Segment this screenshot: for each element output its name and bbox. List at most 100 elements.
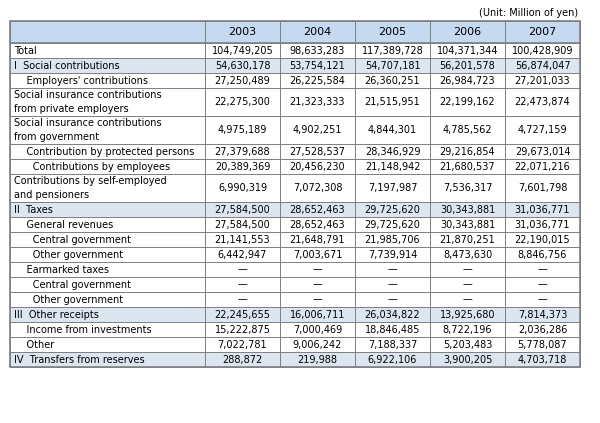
Bar bbox=[355, 202, 430, 217]
Bar bbox=[355, 58, 430, 73]
Text: 56,874,047: 56,874,047 bbox=[515, 60, 571, 71]
Text: 27,584,500: 27,584,500 bbox=[215, 204, 271, 214]
Text: 4,703,718: 4,703,718 bbox=[518, 354, 567, 365]
Text: 22,071,216: 22,071,216 bbox=[515, 162, 571, 171]
Text: 288,872: 288,872 bbox=[223, 354, 263, 365]
Bar bbox=[10, 247, 580, 262]
Text: III  Other receipts: III Other receipts bbox=[14, 310, 99, 319]
Bar bbox=[355, 144, 430, 159]
Bar bbox=[430, 247, 505, 262]
Text: 7,536,317: 7,536,317 bbox=[443, 183, 492, 193]
Bar bbox=[280, 337, 355, 352]
Bar bbox=[205, 144, 280, 159]
Text: 100,428,909: 100,428,909 bbox=[512, 46, 573, 55]
Text: 2007: 2007 bbox=[529, 27, 557, 37]
Bar bbox=[10, 144, 205, 159]
Bar bbox=[10, 73, 205, 88]
Bar bbox=[10, 144, 580, 159]
Text: 7,022,781: 7,022,781 bbox=[218, 340, 268, 349]
Text: 27,379,688: 27,379,688 bbox=[215, 146, 271, 157]
Text: 20,389,369: 20,389,369 bbox=[215, 162, 270, 171]
Text: 27,201,033: 27,201,033 bbox=[515, 75, 571, 85]
Bar bbox=[10, 292, 580, 307]
Bar bbox=[205, 322, 280, 337]
Bar bbox=[205, 247, 280, 262]
Text: 4,844,301: 4,844,301 bbox=[368, 125, 417, 135]
Text: 26,225,584: 26,225,584 bbox=[290, 75, 346, 85]
Bar bbox=[505, 202, 580, 217]
Bar bbox=[10, 159, 205, 174]
Bar bbox=[205, 262, 280, 277]
Text: —: — bbox=[313, 280, 322, 289]
Text: 4,975,189: 4,975,189 bbox=[218, 125, 267, 135]
Bar bbox=[205, 307, 280, 322]
Text: 117,389,728: 117,389,728 bbox=[362, 46, 424, 55]
Bar bbox=[355, 277, 430, 292]
Text: 5,203,483: 5,203,483 bbox=[443, 340, 492, 349]
Text: 27,528,537: 27,528,537 bbox=[290, 146, 346, 157]
Text: 22,245,655: 22,245,655 bbox=[215, 310, 271, 319]
Bar bbox=[430, 43, 505, 58]
Bar bbox=[430, 217, 505, 232]
Text: 2004: 2004 bbox=[304, 27, 332, 37]
Bar bbox=[505, 43, 580, 58]
Bar bbox=[205, 352, 280, 367]
Text: and pensioners: and pensioners bbox=[14, 190, 89, 200]
Text: 7,197,987: 7,197,987 bbox=[368, 183, 417, 193]
Bar bbox=[280, 202, 355, 217]
Bar bbox=[10, 322, 205, 337]
Text: 21,680,537: 21,680,537 bbox=[440, 162, 496, 171]
Bar bbox=[505, 144, 580, 159]
Text: 3,900,205: 3,900,205 bbox=[443, 354, 492, 365]
Text: 27,250,489: 27,250,489 bbox=[215, 75, 271, 85]
Text: 29,673,014: 29,673,014 bbox=[515, 146, 570, 157]
Bar bbox=[505, 21, 580, 43]
Bar bbox=[355, 322, 430, 337]
Bar bbox=[10, 232, 580, 247]
Bar bbox=[355, 116, 430, 144]
Text: 13,925,680: 13,925,680 bbox=[440, 310, 495, 319]
Bar bbox=[355, 88, 430, 116]
Bar bbox=[280, 277, 355, 292]
Bar bbox=[205, 217, 280, 232]
Text: I  Social contributions: I Social contributions bbox=[14, 60, 119, 71]
Text: 20,456,230: 20,456,230 bbox=[290, 162, 346, 171]
Text: 98,633,283: 98,633,283 bbox=[290, 46, 345, 55]
Bar bbox=[280, 174, 355, 202]
Text: from private employers: from private employers bbox=[14, 104, 128, 114]
Text: 104,371,344: 104,371,344 bbox=[437, 46, 498, 55]
Text: —: — bbox=[388, 280, 397, 289]
Text: 7,003,671: 7,003,671 bbox=[293, 250, 342, 259]
Bar bbox=[355, 174, 430, 202]
Text: 30,343,881: 30,343,881 bbox=[440, 204, 495, 214]
Bar bbox=[430, 21, 505, 43]
Bar bbox=[10, 277, 580, 292]
Text: 26,984,723: 26,984,723 bbox=[440, 75, 496, 85]
Text: 21,515,951: 21,515,951 bbox=[365, 97, 421, 107]
Bar bbox=[280, 217, 355, 232]
Bar bbox=[505, 73, 580, 88]
Text: 21,870,251: 21,870,251 bbox=[440, 234, 496, 244]
Bar bbox=[10, 262, 580, 277]
Text: 22,473,874: 22,473,874 bbox=[515, 97, 571, 107]
Bar bbox=[10, 247, 205, 262]
Text: 7,739,914: 7,739,914 bbox=[368, 250, 417, 259]
Text: Central government: Central government bbox=[14, 280, 131, 289]
Bar bbox=[10, 292, 205, 307]
Bar bbox=[355, 337, 430, 352]
Bar bbox=[205, 73, 280, 88]
Text: 7,072,308: 7,072,308 bbox=[293, 183, 342, 193]
Bar bbox=[205, 232, 280, 247]
Bar bbox=[205, 277, 280, 292]
Text: 56,201,578: 56,201,578 bbox=[440, 60, 496, 71]
Bar bbox=[505, 159, 580, 174]
Bar bbox=[280, 21, 355, 43]
Text: 4,727,159: 4,727,159 bbox=[518, 125, 568, 135]
Bar bbox=[505, 58, 580, 73]
Text: 26,360,251: 26,360,251 bbox=[365, 75, 421, 85]
Bar bbox=[10, 88, 205, 116]
Bar bbox=[355, 21, 430, 43]
Text: Other government: Other government bbox=[14, 294, 123, 305]
Bar bbox=[280, 307, 355, 322]
Text: 219,988: 219,988 bbox=[298, 354, 337, 365]
